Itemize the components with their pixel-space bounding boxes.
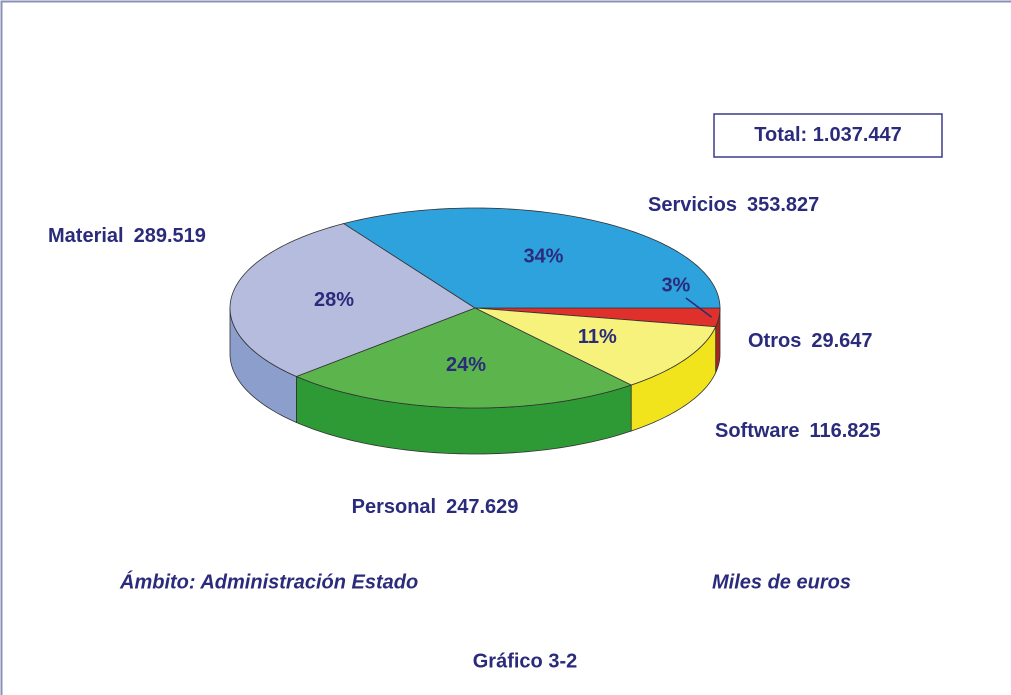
category-name: Otros	[748, 330, 801, 352]
total-caption: Total:	[754, 124, 807, 146]
category-name: Servicios	[648, 194, 737, 216]
category-label: Personal 247.629	[352, 496, 519, 518]
category-amount: 289.519	[134, 225, 206, 247]
category-label: Software 116.825	[715, 420, 881, 442]
category-name: Material	[48, 225, 124, 247]
figure-caption: Gráfico 3-2	[473, 650, 577, 672]
slice	[474, 307, 717, 386]
percent-label: 3%	[661, 274, 690, 296]
percent-label: 28%	[314, 289, 354, 311]
category-amount: 353.827	[747, 194, 819, 216]
total-text: Total: 1.037.447	[754, 124, 902, 146]
category-name: Personal	[352, 496, 436, 518]
category-label: Servicios 353.827	[648, 194, 819, 216]
percent-label: 11%	[578, 326, 617, 348]
category-label: Otros 29.647	[748, 330, 873, 352]
total-box	[713, 113, 943, 158]
slice	[229, 223, 476, 377]
category-amount: 247.629	[446, 496, 518, 518]
category-amount: 29.647	[811, 330, 872, 352]
slice	[342, 207, 721, 309]
leader-line	[685, 297, 713, 318]
percent-label: 24%	[446, 354, 486, 376]
category-label: Material 289.519	[48, 225, 206, 247]
units: Miles de euros	[712, 571, 851, 593]
scope: Ámbito: Administración Estado	[119, 570, 418, 593]
total-value: 1.037.447	[813, 124, 902, 146]
category-amount: 116.825	[809, 420, 880, 442]
slice	[295, 307, 633, 409]
pie: 3% 11% 24% 28% 34% Otros 29.647 Software 116.825…	[48, 194, 881, 518]
category-name: Software	[715, 420, 799, 442]
percent-label: 34%	[523, 245, 563, 267]
